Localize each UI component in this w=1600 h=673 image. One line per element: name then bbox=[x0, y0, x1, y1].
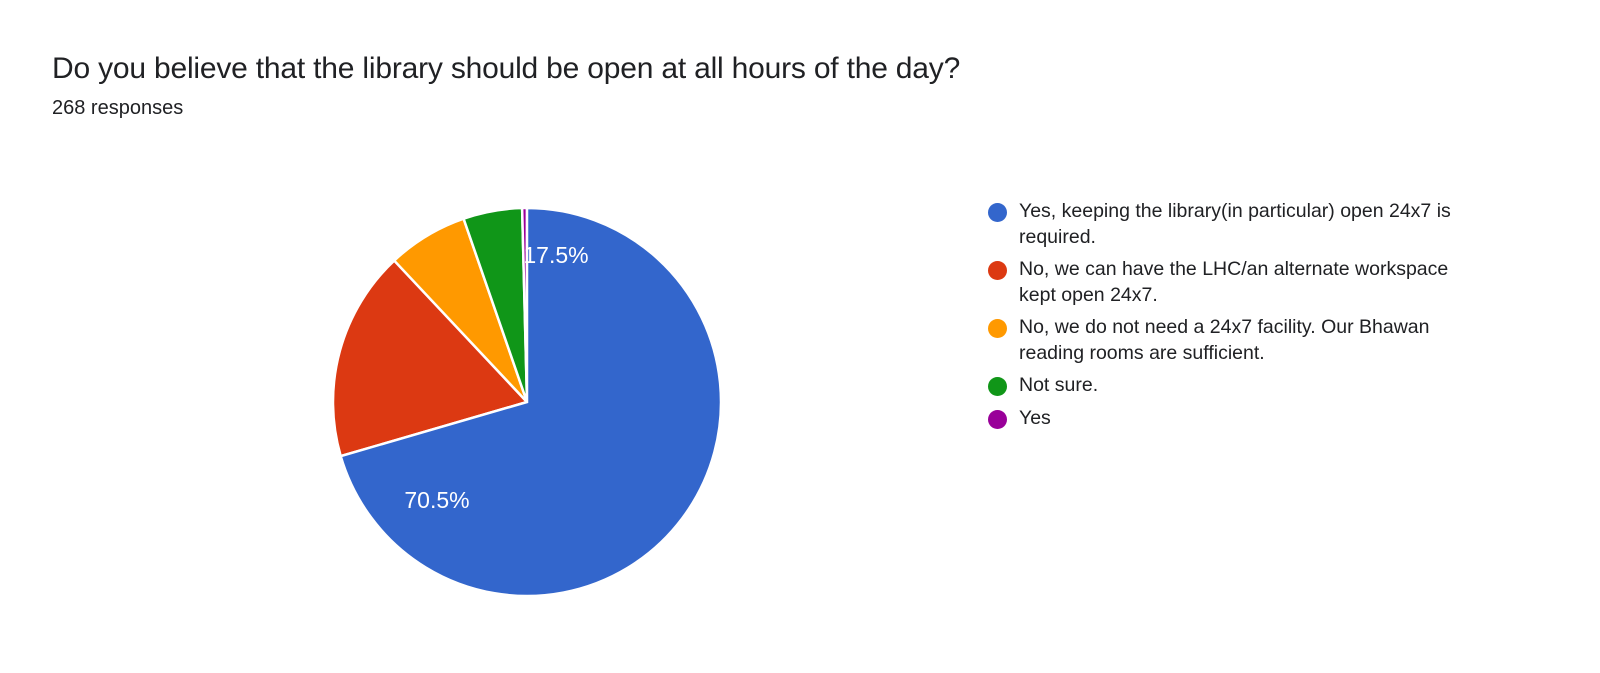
legend-color-swatch-icon bbox=[988, 409, 1007, 429]
response-count: 268 responses bbox=[52, 97, 184, 119]
pie-chart-svg: 70.5% 17.5% bbox=[331, 206, 723, 598]
legend-item-label: No, we can have the LHC/an alternate wor… bbox=[1019, 258, 1449, 306]
page-title: Do you believe that the library should b… bbox=[52, 52, 961, 85]
legend-item[interactable]: No, we can have the LHC/an alternate wor… bbox=[988, 257, 1508, 308]
legend-item-label: Not sure. bbox=[1019, 374, 1099, 396]
pie-slice-group[interactable] bbox=[331, 206, 723, 598]
pie-slice[interactable] bbox=[331, 258, 530, 458]
chart-header: Do you believe that the library should b… bbox=[52, 50, 1352, 122]
legend-color-swatch-icon bbox=[988, 319, 1007, 338]
chart-legend: Yes, keeping the library(in particular) … bbox=[988, 199, 1508, 438]
pie-slice[interactable] bbox=[339, 206, 723, 598]
pie-slice-value-label: 17.5% bbox=[523, 242, 588, 268]
legend-item[interactable]: Not sure. bbox=[988, 373, 1508, 399]
pie-chart-plot-area: 70.5% 17.5% bbox=[0, 150, 960, 650]
legend-color-swatch-icon bbox=[988, 203, 1007, 222]
legend-color-swatch-icon bbox=[988, 261, 1007, 280]
legend-item-label: Yes, keeping the library(in particular) … bbox=[1019, 200, 1451, 248]
legend-item[interactable]: Yes, keeping the library(in particular) … bbox=[988, 199, 1508, 250]
pie-slice-label-group: 70.5% 17.5% bbox=[404, 242, 588, 513]
legend-item[interactable]: Yes bbox=[988, 406, 1508, 432]
legend-color-swatch-icon bbox=[988, 377, 1007, 396]
legend-item[interactable]: No, we do not need a 24x7 facility. Our … bbox=[988, 315, 1508, 366]
legend-item-label: Yes bbox=[1019, 406, 1051, 429]
pie-slice-value-label: 70.5% bbox=[404, 487, 469, 513]
legend-item-label: No, we do not need a 24x7 facility. Our … bbox=[1019, 316, 1430, 364]
